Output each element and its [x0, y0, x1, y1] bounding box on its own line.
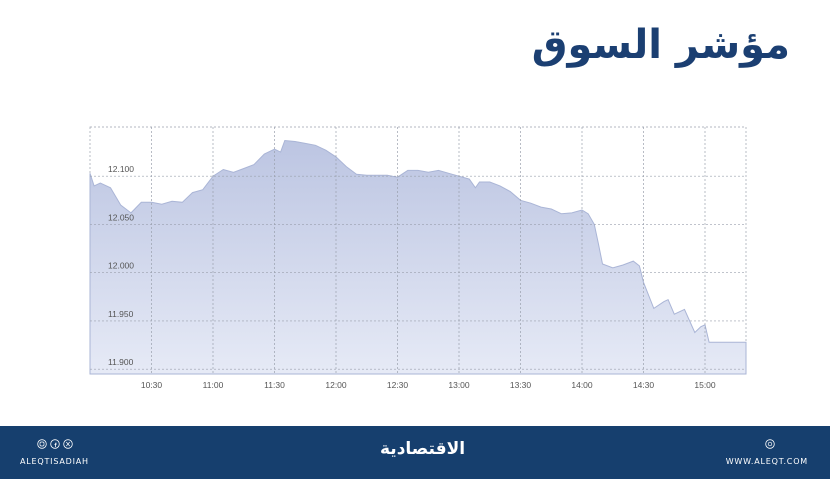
website-link[interactable]: WWW.ALEQT.COM [725, 457, 808, 466]
x-tick-label: 12:00 [325, 380, 347, 390]
x-tick-label: 12:30 [387, 380, 409, 390]
brand-logo: الاقتصادية [380, 439, 466, 459]
x-tick-label: 14:00 [571, 380, 593, 390]
footer: ALEQTISADIAH الاقتصادية WWW.ALEQT.COM [0, 426, 830, 479]
globe-icon [765, 439, 775, 449]
x-axis-labels: 10:30 11:00 11:30 12:00 12:30 13:00 13:30 14:00… [141, 380, 716, 390]
y-tick-label: 11.900 [108, 357, 134, 367]
grid [89, 126, 747, 375]
page-title: مؤشر السوق [531, 22, 791, 68]
index-area [89, 139, 747, 375]
x-tick-label: 13:00 [448, 380, 470, 390]
x-tick-label: 14:30 [633, 380, 655, 390]
y-tick-label: 12.100 [108, 164, 134, 174]
x-tick-label: 15:00 [694, 380, 716, 390]
x-tick-label: 11:30 [264, 380, 285, 390]
grid-overlay [90, 127, 746, 374]
y-tick-label: 12.000 [108, 261, 134, 271]
market-index-chart: 11.900 11.950 12.000 12.050 12.100 10:30 11:0… [89, 126, 747, 390]
x-icon[interactable] [63, 439, 73, 449]
social-handle[interactable]: ALEQTISADIAH [20, 457, 89, 466]
instagram-icon[interactable] [37, 439, 47, 449]
y-tick-label: 11.950 [108, 309, 134, 319]
x-tick-label: 13:30 [510, 380, 532, 390]
plot-border [89, 126, 747, 375]
facebook-icon[interactable] [50, 439, 60, 449]
y-tick-label: 12.050 [108, 212, 134, 222]
x-tick-label: 11:00 [203, 380, 224, 390]
x-tick-label: 10:30 [141, 380, 163, 390]
social-icons [37, 439, 73, 449]
y-axis-labels: 11.900 11.950 12.000 12.050 12.100 [108, 164, 134, 367]
